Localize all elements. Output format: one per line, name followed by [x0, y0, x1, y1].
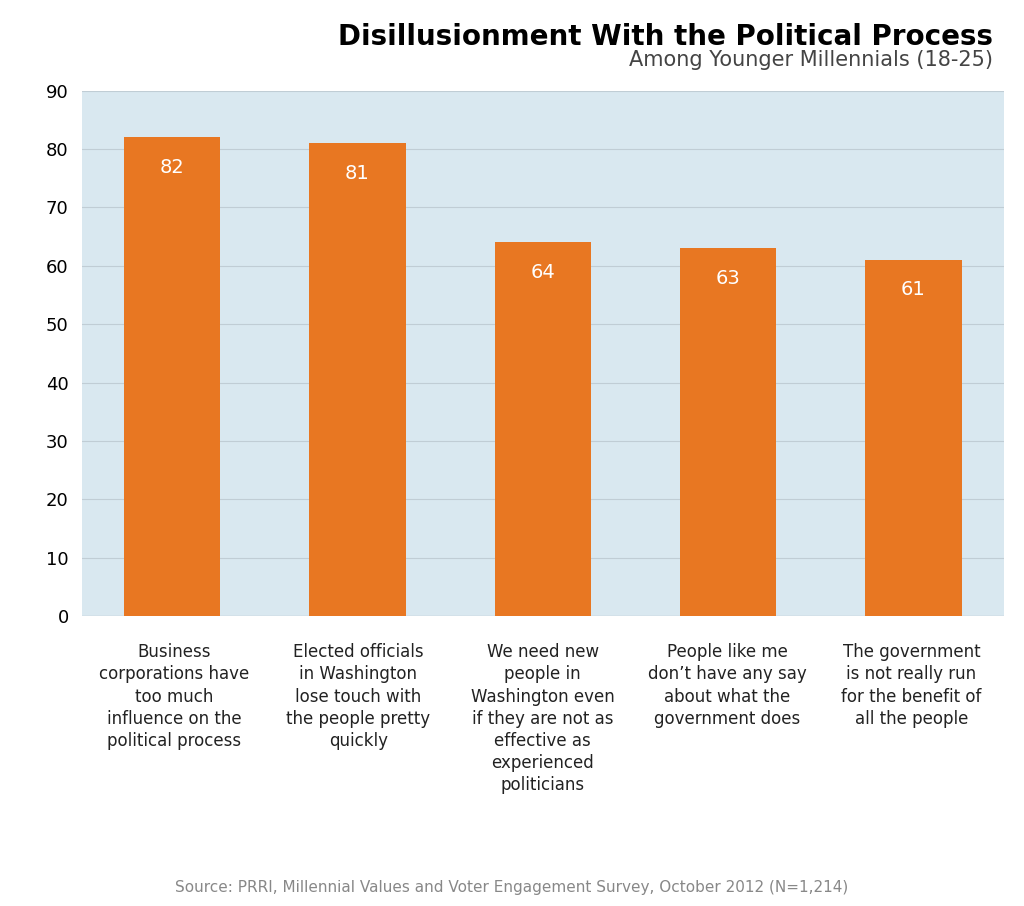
Bar	[680, 248, 776, 616]
Text: 82: 82	[160, 158, 184, 177]
Text: Source: PRRI, Millennial Values and Voter Engagement Survey, October 2012 (N=1,2: Source: PRRI, Millennial Values and Vote…	[175, 880, 849, 895]
Text: The government
is not really run
for the benefit of
all the people: The government is not really run for the…	[841, 643, 982, 728]
Text: 81: 81	[345, 164, 370, 183]
Bar	[495, 243, 591, 616]
Text: 64: 64	[530, 263, 555, 282]
Text: We need new
people in
Washington even
if they are not as
effective as
experience: We need new people in Washington even if…	[471, 643, 614, 795]
Text: Business
corporations have
too much
influence on the
political process: Business corporations have too much infl…	[99, 643, 249, 750]
Bar	[309, 143, 406, 616]
Text: 63: 63	[716, 269, 740, 288]
Bar	[865, 260, 962, 616]
Text: Disillusionment With the Political Process: Disillusionment With the Political Proce…	[338, 23, 993, 51]
Text: People like me
don’t have any say
about what the
government does: People like me don’t have any say about …	[647, 643, 807, 728]
Text: Elected officials
in Washington
lose touch with
the people pretty
quickly: Elected officials in Washington lose tou…	[287, 643, 430, 750]
Bar	[124, 138, 220, 616]
Text: Among Younger Millennials (18-25): Among Younger Millennials (18-25)	[630, 50, 993, 70]
Text: 61: 61	[901, 280, 926, 299]
